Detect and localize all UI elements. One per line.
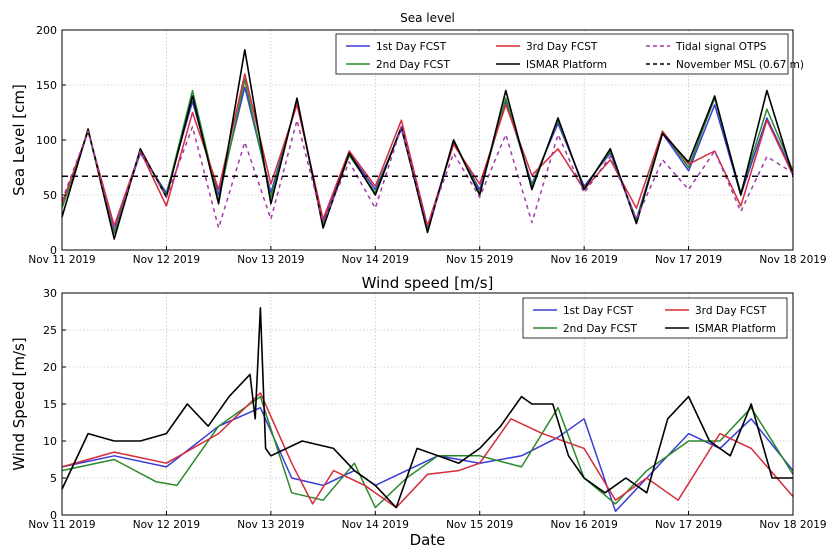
series-line-2nd-day-fcst — [61, 395, 794, 509]
x-axis-label: Date — [410, 531, 446, 549]
x-tick-label: Nov 12 2019 — [133, 519, 200, 531]
legend-label-2nd-day-fcst: 2nd Day FCST — [376, 59, 450, 71]
x-tick-label: Nov 14 2019 — [342, 254, 409, 266]
chart-title: Wind speed [m/s] — [362, 274, 494, 292]
legend-label-3rd-day-fcst: 3rd Day FCST — [526, 41, 598, 53]
y-tick-label: 50 — [43, 189, 57, 202]
x-tick-label: Nov 11 2019 — [28, 519, 95, 531]
y-tick-label: 30 — [43, 287, 57, 300]
y-tick-label: 150 — [36, 79, 57, 92]
chart-title: Sea level — [400, 11, 455, 25]
x-tick-label: Nov 16 2019 — [551, 519, 618, 531]
y-tick-label: 200 — [36, 24, 57, 37]
legend-label-november-msl-0-67-m: November MSL (0.67 m) — [676, 59, 804, 71]
wind-speed-panel: 0 5 10 15 20 25 30 Nov 11 2019 Nov 12 2019 Nov 13… — [10, 274, 827, 549]
legend-label-ismar-platform: ISMAR Platform — [695, 323, 776, 335]
legend-box — [522, 297, 788, 339]
legend-label-3rd-day-fcst: 3rd Day FCST — [695, 305, 767, 317]
x-tick-label: Nov 11 2019 — [28, 254, 95, 266]
y-tick-label: 5 — [50, 472, 57, 485]
x-tick-label: Nov 12 2019 — [133, 254, 200, 266]
sea-level-panel: 0 50 100 150 200 Nov 11 2019 Nov 12 2019 Nov 13… — [10, 11, 827, 266]
legend-label-tidal-signal-otps: Tidal signal OTPS — [675, 41, 767, 53]
legend-label-2nd-day-fcst: 2nd Day FCST — [563, 323, 637, 335]
legend-box — [335, 33, 789, 75]
y-tick-label: 0 — [50, 244, 57, 257]
x-tick-label: Nov 14 2019 — [342, 519, 409, 531]
x-tick-label: Nov 16 2019 — [551, 254, 618, 266]
x-tick-label: Nov 17 2019 — [655, 254, 722, 266]
y-tick-label: 10 — [43, 435, 57, 448]
legend: 1st Day FCST 2nd Day FCST 3rd Day FCST ISMA… — [522, 297, 788, 339]
x-tick-label: Nov 15 2019 — [446, 519, 513, 531]
series-line-ismar-platform — [61, 48, 794, 240]
x-tick-label: Nov 13 2019 — [237, 254, 304, 266]
y-tick-label: 0 — [50, 509, 57, 522]
x-tick-label: Nov 17 2019 — [655, 519, 722, 531]
legend-label-ismar-platform: ISMAR Platform — [526, 59, 607, 71]
series-line-tidal-signal-otps — [61, 119, 794, 231]
y-tick-label: 15 — [43, 398, 57, 411]
y-tick-label: 25 — [43, 324, 57, 337]
legend-label-1st-day-fcst: 1st Day FCST — [376, 41, 447, 53]
x-tick-label: Nov 13 2019 — [237, 519, 304, 531]
y-axis-label: Wind Speed [m/s] — [10, 337, 28, 470]
legend-label-1st-day-fcst: 1st Day FCST — [563, 305, 634, 317]
y-tick-label: 100 — [36, 134, 57, 147]
series-line-3rd-day-fcst — [61, 73, 794, 227]
y-axis-label: Sea Level [cm] — [10, 84, 28, 196]
y-tick-label: 20 — [43, 361, 57, 374]
x-tick-label: Nov 18 2019 — [759, 254, 826, 266]
series-line-3rd-day-fcst — [61, 392, 794, 509]
legend: 1st Day FCST 2nd Day FCST 3rd Day FCST ISMA… — [335, 33, 804, 75]
series-line-ismar-platform — [61, 306, 793, 509]
x-tick-label: Nov 15 2019 — [446, 254, 513, 266]
x-tick-label: Nov 18 2019 — [759, 519, 826, 531]
